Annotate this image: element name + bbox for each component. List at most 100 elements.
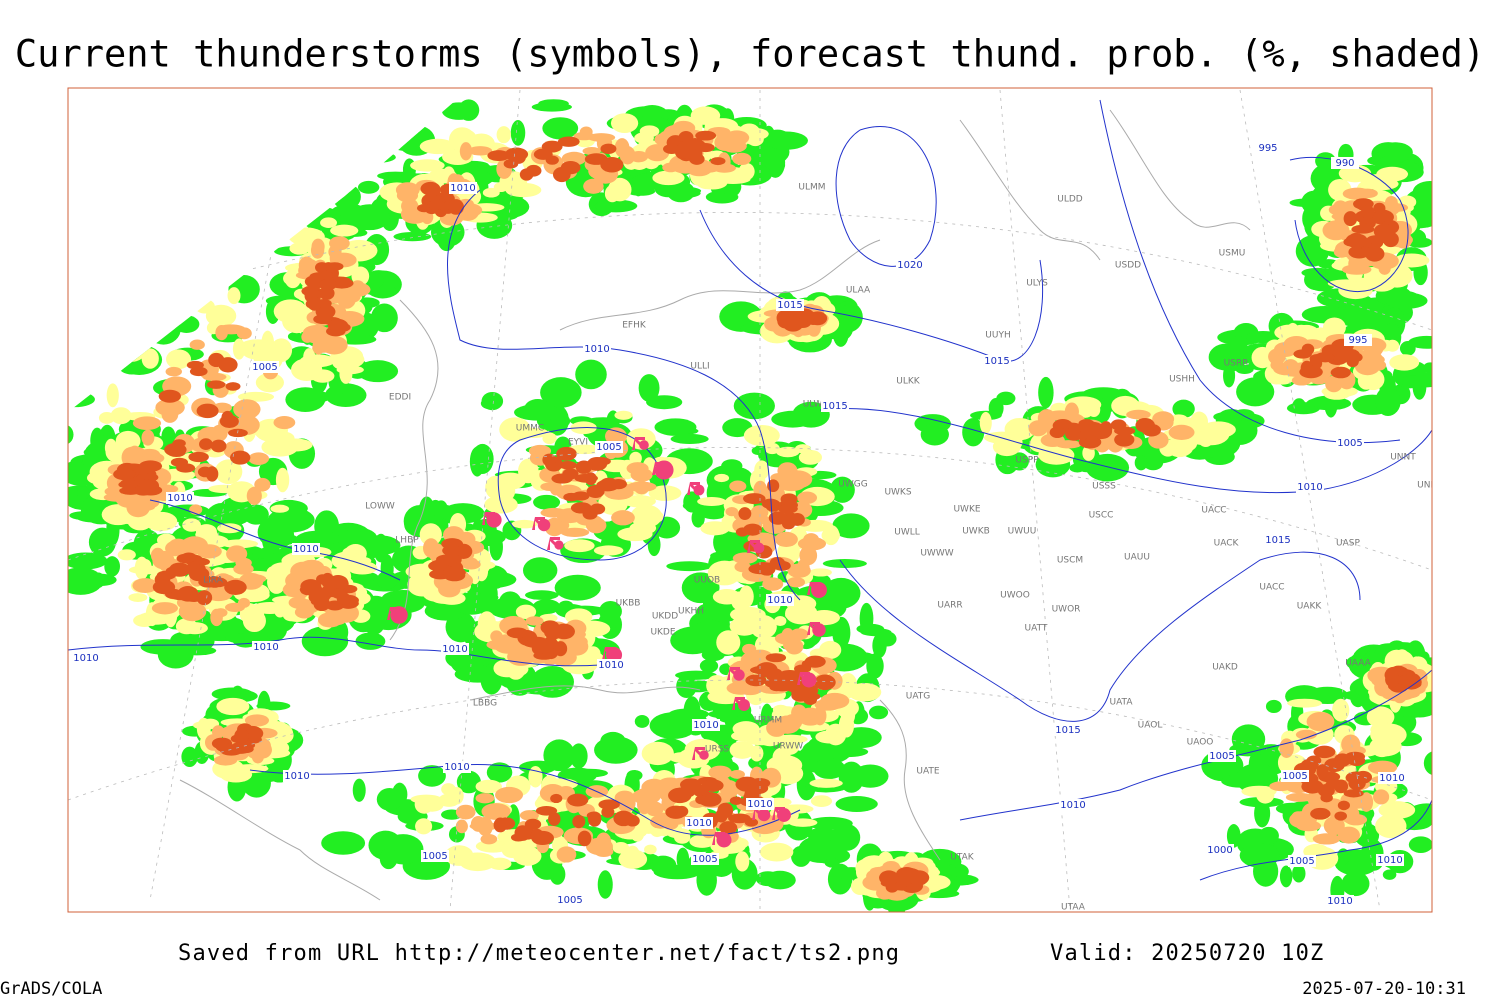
shade-blob xyxy=(725,506,739,517)
shade-blob xyxy=(832,823,861,851)
shade-blob xyxy=(653,516,681,539)
shade-blob xyxy=(139,479,154,490)
station-label: EYVI xyxy=(568,438,588,448)
map-area: ULMM ULDD USDD USMU ULAA ULYS EFHK ULLI UUYH ULKK… xyxy=(68,89,1432,912)
isobar-label: 1015 xyxy=(1265,535,1290,546)
shade-blob xyxy=(1231,724,1266,755)
station-label: UAKK xyxy=(1297,602,1323,612)
shade-blob xyxy=(1356,188,1378,199)
shade-blob xyxy=(792,401,830,428)
shade-blob xyxy=(979,411,992,434)
shade-blob xyxy=(759,842,794,862)
shade-blob xyxy=(199,438,213,450)
shade-blob xyxy=(376,570,398,590)
shade-blob xyxy=(584,153,608,165)
shade-blob xyxy=(1361,205,1375,220)
shade-blob xyxy=(1287,698,1322,708)
shade-blob xyxy=(455,804,476,820)
shade-blob xyxy=(1345,233,1368,248)
shade-blob xyxy=(192,721,216,730)
shade-blob xyxy=(682,501,701,510)
shade-blob xyxy=(803,533,820,547)
isobar-label: 1010 xyxy=(450,183,475,194)
shade-blob xyxy=(291,358,323,382)
shade-blob xyxy=(796,559,810,576)
shade-blob xyxy=(735,851,750,872)
station-label: UACC xyxy=(1201,506,1226,516)
shade-blob xyxy=(427,200,446,210)
shade-blob xyxy=(436,554,460,564)
station-label: UKBB xyxy=(616,599,641,609)
storm-cluster xyxy=(812,623,826,637)
shade-blob xyxy=(572,814,586,829)
shade-blob xyxy=(232,338,246,360)
shade-blob xyxy=(804,655,826,668)
shade-blob xyxy=(98,411,115,424)
shade-blob xyxy=(657,186,702,196)
station-label: UMMC xyxy=(516,424,544,434)
station-label: UAUU xyxy=(1124,553,1150,563)
shade-blob xyxy=(316,574,329,585)
shade-blob xyxy=(486,762,513,783)
shade-blob xyxy=(186,360,204,370)
shade-blob xyxy=(313,597,330,612)
station-label: LHBP xyxy=(395,536,419,546)
isobar-label: 1010 xyxy=(1060,800,1085,811)
shade-blob xyxy=(644,844,657,855)
shade-blob xyxy=(650,511,664,523)
station-label: UASP xyxy=(1336,539,1360,549)
shade-blob xyxy=(697,497,727,507)
shade-blob xyxy=(1229,335,1249,367)
shade-blob xyxy=(1333,246,1350,258)
shade-blob xyxy=(787,576,806,588)
shade-blob xyxy=(535,805,558,816)
shade-blob xyxy=(480,834,498,845)
shade-blob xyxy=(106,383,119,408)
shade-blob xyxy=(225,382,241,391)
shade-blob xyxy=(695,795,708,805)
shade-blob xyxy=(294,606,314,619)
shade-blob xyxy=(557,136,580,147)
shade-blob xyxy=(1313,745,1336,759)
station-label: LBBG xyxy=(473,699,497,709)
isobar-label: 1010 xyxy=(693,720,718,731)
shade-blob xyxy=(743,493,766,505)
shade-blob xyxy=(614,410,633,420)
isobar-label: 1010 xyxy=(1379,773,1404,784)
shade-blob xyxy=(495,786,524,804)
isobar-label: 1015 xyxy=(822,401,847,412)
station-label: UARR xyxy=(937,601,962,611)
shade-blob xyxy=(744,818,759,827)
shade-blob xyxy=(797,491,818,504)
shade-blob xyxy=(540,377,582,408)
timestamp: 2025-07-20-10:31 xyxy=(1302,979,1466,999)
station-label: UAOL xyxy=(1138,721,1163,731)
shade-blob xyxy=(680,139,701,150)
shade-blob xyxy=(575,359,607,390)
station-label: UACC xyxy=(1259,583,1284,593)
shade-blob xyxy=(802,739,839,762)
shade-blob xyxy=(907,870,930,886)
station-label: ULDD xyxy=(1057,195,1083,205)
shade-blob xyxy=(962,417,985,447)
shade-blob xyxy=(242,609,266,633)
storm-cluster xyxy=(777,808,791,822)
shade-blob xyxy=(459,142,473,161)
shade-blob xyxy=(638,374,660,402)
shade-blob xyxy=(524,818,542,830)
shade-blob xyxy=(510,120,526,146)
shade-blob xyxy=(324,336,344,345)
isobar-label: 1010 xyxy=(686,818,711,829)
shade-blob xyxy=(1337,800,1350,811)
isobar-label: 1010 xyxy=(284,771,309,782)
shade-blob xyxy=(221,410,234,425)
station-label: UWLL xyxy=(894,528,920,538)
shade-blob xyxy=(531,830,554,846)
shade-blob xyxy=(113,468,135,481)
shade-blob xyxy=(461,559,481,570)
shade-blob xyxy=(165,366,182,377)
station-label: UKDE xyxy=(650,628,675,638)
shade-blob xyxy=(379,847,398,870)
shade-blob xyxy=(132,416,162,430)
shade-blob xyxy=(650,855,677,875)
